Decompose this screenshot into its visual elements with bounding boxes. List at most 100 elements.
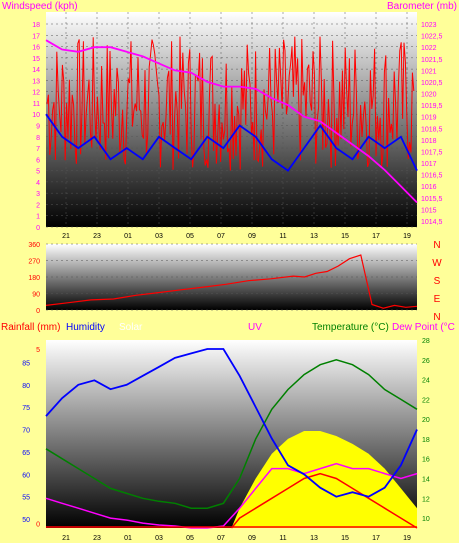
wind-x-tick-label: 19 (403, 233, 411, 240)
dir-tick-label: 90 (32, 292, 40, 299)
compass-label: W (432, 258, 442, 269)
temp-tick-label: 24 (422, 378, 430, 385)
wind-tick-label: 9 (36, 124, 40, 131)
dir-tick-label: 270 (28, 259, 40, 266)
wind-tick-label: 11 (33, 101, 40, 108)
wind-tick-label: 17 (32, 33, 40, 40)
rain-tick-label: 0 (36, 522, 40, 529)
dir-tick-label: 360 (28, 242, 40, 249)
dir-tick-label: 180 (28, 275, 40, 282)
temp-tick-label: 14 (422, 477, 430, 484)
temp-x-tick-label: 03 (155, 535, 163, 542)
baro-tick-label: 1018 (421, 138, 437, 145)
wind-x-tick-label: 05 (186, 233, 194, 240)
baro-tick-label: 1021,5 (421, 57, 443, 64)
temp-x-tick-label: 13 (310, 535, 318, 542)
temp-tick-label: 10 (422, 516, 430, 523)
baro-tick-label: 1016 (421, 184, 437, 191)
rain-tick-label: 5 (36, 347, 40, 354)
wind-tick-label: 18 (32, 22, 40, 29)
baro-tick-label: 1022 (421, 45, 437, 52)
wind-tick-label: 10 (32, 112, 40, 119)
baro-tick-label: 1020 (421, 92, 437, 99)
wind-tick-label: 1 (36, 214, 40, 221)
compass-label: E (434, 294, 441, 305)
dewpoint-line (45, 462, 418, 529)
wind-x-tick-label: 11 (279, 233, 286, 240)
temp-tick-label: 20 (422, 417, 430, 424)
humidity-tick-label: 70 (22, 428, 30, 435)
wind-tick-label: 14 (32, 67, 40, 74)
wind-x-tick-label: 17 (372, 233, 380, 240)
barometer-line (45, 39, 418, 204)
humidity-line (45, 348, 418, 498)
wind-x-tick-label: 09 (248, 233, 256, 240)
compass-label: N (433, 240, 440, 251)
temperature-axis-label: Temperature (°C) (312, 322, 389, 333)
baro-tick-label: 1017 (421, 161, 437, 168)
wind-tick-label: 4 (36, 180, 40, 187)
wind-tick-label: 13 (32, 78, 40, 85)
humidity-tick-label: 50 (22, 517, 30, 524)
temp-x-tick-label: 19 (403, 535, 411, 542)
baro-tick-label: 1016,5 (421, 173, 443, 180)
windspeed-axis-label: Windspeed (kph) (2, 1, 78, 12)
baro-tick-label: 1015,5 (421, 196, 443, 203)
baro-tick-label: 1019 (421, 115, 437, 122)
humidity-tick-label: 60 (22, 472, 30, 479)
wind-tick-label: 12 (32, 90, 40, 97)
wind-x-tick-label: 15 (341, 233, 349, 240)
temperature-line (45, 359, 418, 509)
wind-x-tick-label: 03 (155, 233, 163, 240)
temp-x-tick-label: 01 (124, 535, 132, 542)
wind-tick-label: 5 (36, 169, 40, 176)
temp-x-tick-label: 15 (341, 535, 349, 542)
dir-tick-label: 0 (36, 308, 40, 315)
wind-x-tick-label: 23 (93, 233, 101, 240)
wind-x-tick-label: 21 (62, 233, 70, 240)
rainfall-axis-label: Rainfall (mm) (1, 322, 61, 333)
wind-tick-label: 6 (36, 157, 40, 164)
wind-tick-label: 7 (36, 146, 40, 153)
temp-tick-label: 28 (422, 338, 430, 345)
humidity-tick-label: 55 (22, 495, 30, 502)
wind-x-tick-label: 01 (124, 233, 132, 240)
humidity-tick-label: 80 (22, 383, 30, 390)
temp-x-tick-label: 09 (248, 535, 256, 542)
uv-line (230, 472, 418, 529)
baro-tick-label: 1018,5 (421, 126, 443, 133)
wind-x-tick-label: 07 (217, 233, 225, 240)
temp-x-tick-label: 17 (372, 535, 380, 542)
compass-label: N (433, 312, 440, 323)
uv-axis-label: UV (248, 322, 262, 333)
wind-direction-line (45, 254, 418, 309)
dewpoint-axis-label: Dew Point (°C (392, 322, 455, 333)
wind-tick-label: 3 (36, 191, 40, 198)
baro-tick-label: 1023 (421, 22, 437, 29)
temp-tick-label: 12 (422, 496, 430, 503)
humidity-tick-label: 65 (22, 450, 30, 457)
wind-tick-label: 2 (36, 202, 40, 209)
baro-tick-label: 1022,5 (421, 34, 443, 41)
temp-x-tick-label: 07 (217, 535, 225, 542)
temp-x-tick-label: 11 (279, 535, 286, 542)
wind-tick-label: 0 (36, 225, 40, 232)
temp-tick-label: 22 (422, 397, 430, 404)
wind-tick-label: 8 (36, 135, 40, 142)
baro-tick-label: 1020,5 (421, 80, 443, 87)
baro-tick-label: 1021 (421, 68, 437, 75)
gust-series-line (46, 36, 415, 171)
humidity-tick-label: 75 (22, 405, 30, 412)
barometer-axis-label: Barometer (mb) (386, 1, 457, 12)
humidity-tick-label: 85 (22, 360, 30, 367)
temp-tick-label: 16 (422, 457, 430, 464)
compass-label: S (434, 276, 441, 287)
solar-axis-label: Solar (119, 322, 143, 333)
baro-tick-label: 1019,5 (421, 103, 443, 110)
wind-average-line (45, 113, 418, 172)
solar-area (231, 431, 417, 528)
temp-tick-label: 18 (422, 437, 430, 444)
baro-tick-label: 1014,5 (421, 219, 443, 226)
wind-tick-label: 16 (32, 45, 40, 52)
